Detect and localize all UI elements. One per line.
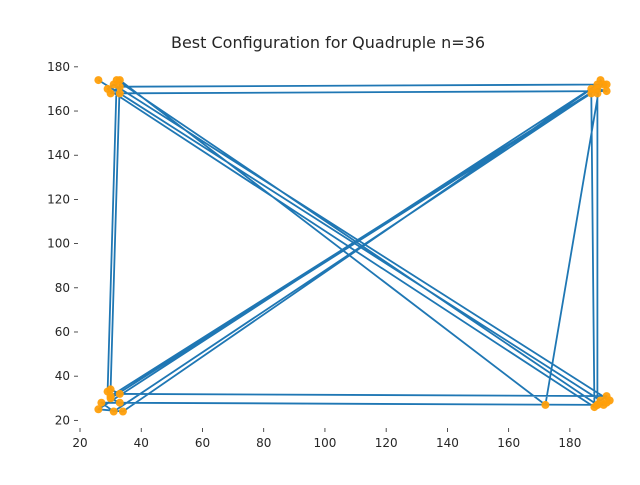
data-point — [602, 80, 611, 89]
data-point — [593, 84, 602, 93]
x-tick-label: 40 — [134, 436, 149, 450]
plot-area — [94, 76, 614, 416]
y-tick-label: 180 — [47, 60, 70, 74]
axes: 20 40 60 80 100 120 140 160 180 20 40 60 80 100 120 140… — [47, 60, 581, 450]
x-tick-label: 60 — [195, 436, 210, 450]
data-point — [109, 407, 118, 416]
data-point — [593, 400, 602, 409]
data-point — [115, 82, 124, 91]
chart-title: Best Configuration for Quadruple n=36 — [171, 33, 485, 52]
x-tick-label: 20 — [72, 436, 87, 450]
y-tick-label: 160 — [47, 104, 70, 118]
data-point — [106, 394, 115, 403]
data-point — [602, 87, 611, 96]
y-tick-label: 60 — [55, 325, 70, 339]
data-point — [115, 398, 124, 407]
data-point — [94, 405, 103, 414]
y-tick-label: 40 — [55, 369, 70, 383]
x-tick-label: 80 — [256, 436, 271, 450]
data-point — [109, 80, 118, 89]
data-point — [587, 89, 596, 98]
data-point — [97, 398, 106, 407]
y-tick-label: 140 — [47, 148, 70, 162]
data-point — [115, 389, 124, 398]
x-tick-label: 120 — [375, 436, 398, 450]
y-tick-label: 120 — [47, 192, 70, 206]
x-tick-label: 100 — [313, 436, 336, 450]
data-point — [118, 407, 127, 416]
series-line — [97, 79, 611, 413]
data-point — [602, 398, 611, 407]
data-point — [115, 89, 124, 98]
y-tick-label: 80 — [55, 281, 70, 295]
x-tick-label: 140 — [436, 436, 459, 450]
y-tick-label: 20 — [55, 413, 70, 427]
x-tick-label: 160 — [497, 436, 520, 450]
data-point — [103, 84, 112, 93]
y-tick-label: 100 — [47, 237, 70, 251]
data-point — [94, 76, 103, 85]
x-tick-label: 180 — [558, 436, 581, 450]
data-point — [541, 400, 550, 409]
data-point — [103, 387, 112, 396]
